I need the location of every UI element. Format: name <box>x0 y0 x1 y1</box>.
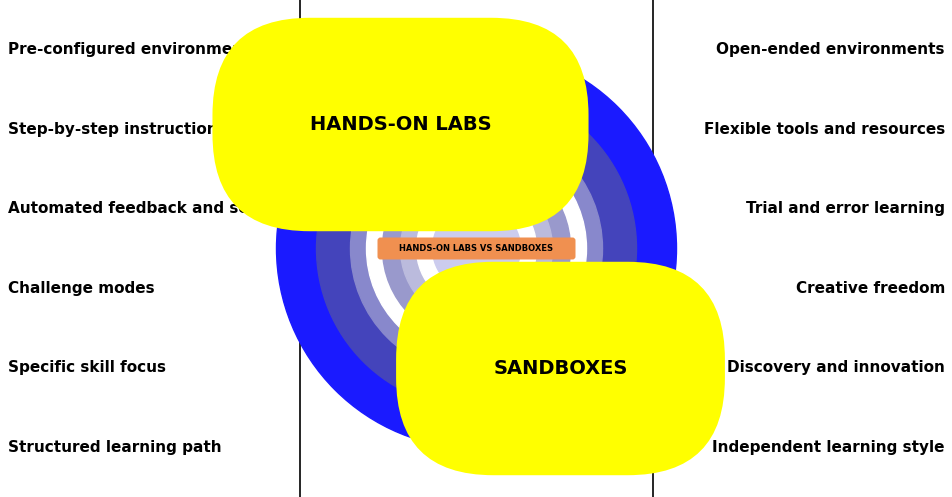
Text: Discovery and innovation: Discovery and innovation <box>726 360 944 375</box>
Circle shape <box>316 88 636 409</box>
Text: Challenge modes: Challenge modes <box>8 281 154 296</box>
Text: SANDBOXES: SANDBOXES <box>493 359 627 378</box>
Circle shape <box>400 172 552 325</box>
Circle shape <box>350 122 602 375</box>
Text: Open-ended environments: Open-ended environments <box>716 42 944 57</box>
FancyBboxPatch shape <box>377 238 575 259</box>
Text: Pre-configured environments: Pre-configured environments <box>8 42 259 57</box>
Text: Structured learning path: Structured learning path <box>8 440 222 455</box>
Circle shape <box>367 139 585 358</box>
Circle shape <box>276 49 676 448</box>
Text: Trial and error learning: Trial and error learning <box>745 201 944 216</box>
Text: HANDS-ON LABS: HANDS-ON LABS <box>309 115 491 134</box>
Text: Independent learning style: Independent learning style <box>712 440 944 455</box>
Circle shape <box>416 188 536 309</box>
Text: Automated feedback and scoring: Automated feedback and scoring <box>8 201 291 216</box>
Circle shape <box>382 155 570 342</box>
Text: Step-by-step instructions: Step-by-step instructions <box>8 122 227 137</box>
Text: HANDS-ON LABS VS SANDBOXES: HANDS-ON LABS VS SANDBOXES <box>399 244 553 253</box>
Text: Specific skill focus: Specific skill focus <box>8 360 166 375</box>
Circle shape <box>432 204 520 293</box>
Text: Creative freedom: Creative freedom <box>795 281 944 296</box>
Text: Flexible tools and resources: Flexible tools and resources <box>703 122 944 137</box>
